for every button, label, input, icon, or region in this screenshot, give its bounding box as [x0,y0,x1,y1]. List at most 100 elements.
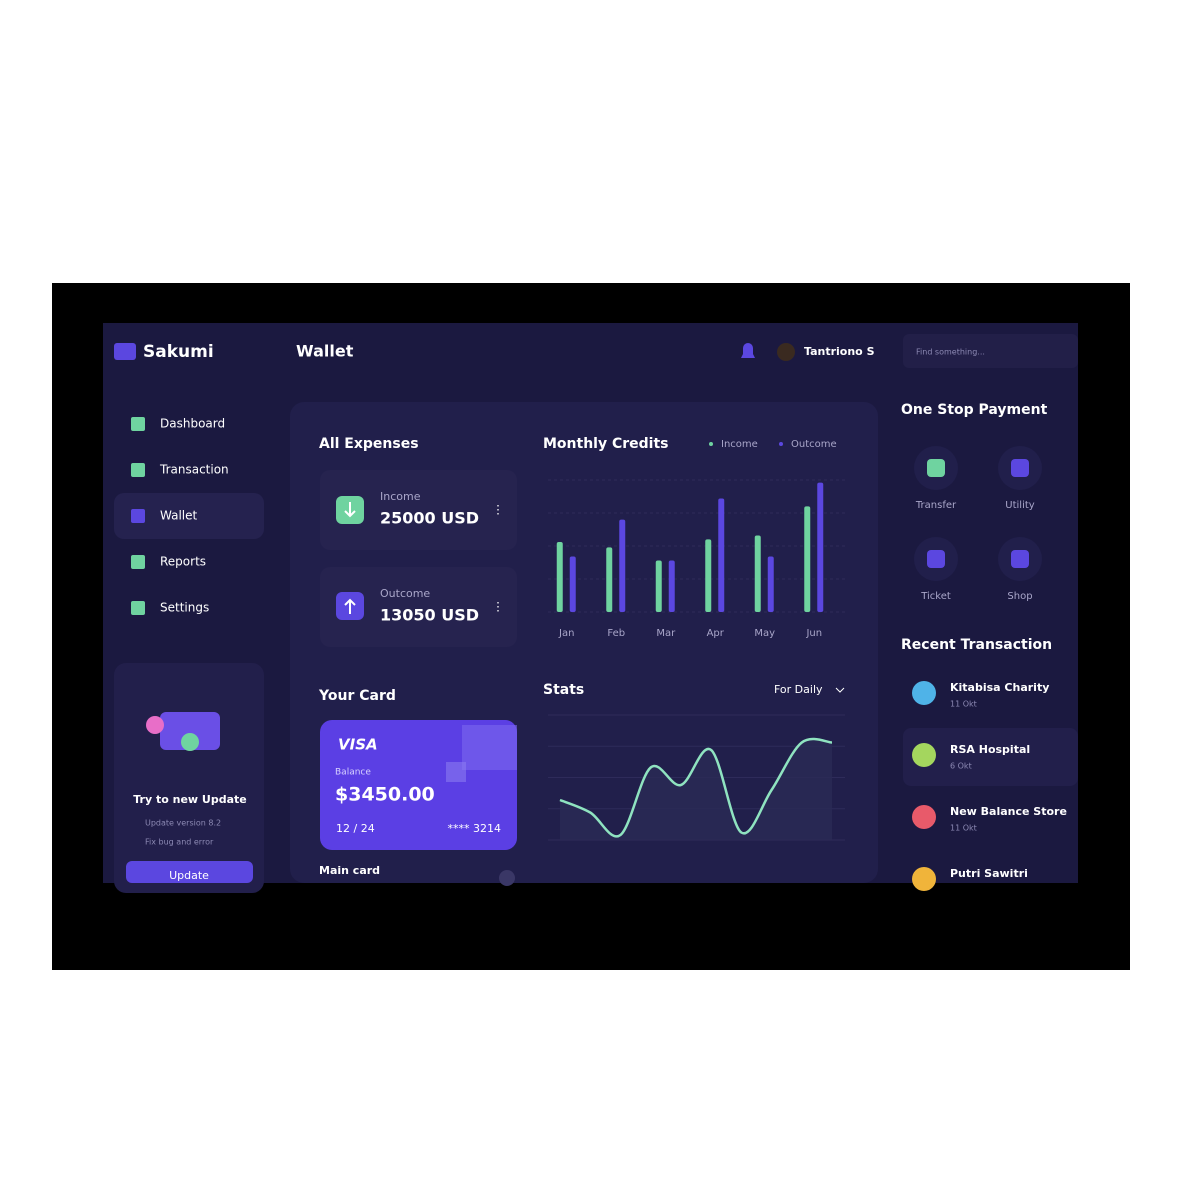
payment-icon[interactable] [927,550,945,568]
nav-icon[interactable] [131,463,145,477]
nav-icon[interactable] [131,601,145,615]
transaction-icon[interactable] [912,867,936,891]
x-tick-label: Jun [805,628,822,639]
update-illustration [181,733,199,751]
income-card [320,470,517,550]
card-expiry: 12 / 24 [336,822,375,835]
nav-item[interactable]: Transaction [159,463,229,477]
transaction-date: 11 Okt [950,700,977,709]
nav-item[interactable]: Wallet [160,509,198,523]
income-label: Income [380,490,421,503]
arrow-up [344,598,356,614]
chart-title: Stats [543,682,584,698]
bar [619,519,626,612]
legend-label: Outcome [791,439,837,450]
transaction-date: 11 Okt [950,824,977,833]
card-decoration [462,725,517,770]
balance: $3450.00 [335,784,435,806]
avatar[interactable] [777,343,795,361]
payment-icon[interactable] [1011,550,1029,568]
section-title: Your Card [318,688,396,704]
transaction-date: 6 Okt [950,762,972,771]
logo [114,343,136,360]
nav-item[interactable]: Reports [160,555,206,569]
bar [569,556,576,612]
x-tick-label: Apr [707,628,725,639]
period-select[interactable]: For Daily [774,683,823,696]
line [559,737,833,838]
bar [754,535,761,612]
chevron [835,687,845,693]
section-title: Recent Transaction [901,637,1052,653]
nav-item[interactable]: Settings [160,601,209,615]
transaction-name[interactable]: RSA Hospital [950,743,1030,756]
legend-label: Income [721,439,758,450]
bar [655,560,662,612]
user-name[interactable]: Tantriono S [804,345,875,358]
x-tick-label: May [754,628,775,639]
update-title: Try to new Update [133,793,246,806]
nav-item[interactable]: Dashboard [160,417,225,431]
update-item: Fix bug and error [145,838,214,847]
search-box[interactable] [903,334,1078,368]
nav-icon[interactable] [131,417,145,431]
bar [767,556,774,612]
update-button[interactable] [126,861,253,883]
card-decoration [446,762,466,782]
bar [804,506,811,612]
outcome-amount: 13050 USD [380,606,479,625]
transaction-name[interactable]: Kitabisa Charity [950,681,1049,694]
bar [556,542,563,612]
payment-icon[interactable] [927,459,945,477]
bar [718,498,725,612]
transaction-icon[interactable] [912,743,936,767]
page-title: Wallet [296,342,354,361]
section-title: All Expenses [319,436,419,452]
x-tick-label: Jan [558,628,574,639]
nav-active [114,493,264,539]
update-illustration [146,716,164,734]
update-button-label[interactable]: Update [169,869,209,882]
bell-icon[interactable] [741,343,755,358]
transaction-icon[interactable] [912,805,936,829]
transaction-highlight [903,728,1078,786]
transaction-icon[interactable] [912,681,936,705]
balance-label: Balance [335,768,371,778]
outcome-card [320,567,517,647]
transaction-name[interactable]: Putri Sawitri [950,867,1028,880]
nav-icon[interactable] [131,555,145,569]
line-area [560,738,832,840]
outcome-label: Outcome [380,587,430,600]
chart-title: Monthly Credits [543,436,669,452]
transaction-name[interactable]: New Balance Store [950,805,1067,818]
income-amount: 25000 USD [380,509,479,528]
next-button[interactable] [499,870,515,886]
card-brand: VISA [338,736,378,754]
update-item: Update version 8.2 [145,819,221,828]
card-footer: Main card [319,864,380,877]
x-tick-label: Mar [656,628,676,639]
payment-label[interactable]: Utility [1005,500,1034,511]
legend-dot [779,442,783,446]
payment-label[interactable]: Shop [1007,591,1032,602]
payment-label[interactable]: Ticket [920,591,951,602]
section-title: One Stop Payment [901,402,1048,418]
brand: Sakumi [143,342,214,362]
search-placeholder[interactable]: Find something... [916,348,985,357]
bar [606,547,613,612]
x-tick-label: Feb [607,628,625,639]
payment-icon[interactable] [1011,459,1029,477]
payment-label[interactable]: Transfer [915,500,957,511]
update-illustration [160,712,220,750]
bar [668,560,675,612]
update-card [114,663,264,893]
bar [817,482,824,612]
more-button[interactable]: ⋮ [492,503,504,517]
nav-icon[interactable] [131,509,145,523]
bar [705,539,712,612]
more-button[interactable]: ⋮ [492,600,504,614]
arrow-down [344,502,356,518]
legend-dot [709,442,713,446]
card-number: **** 3214 [448,822,502,835]
